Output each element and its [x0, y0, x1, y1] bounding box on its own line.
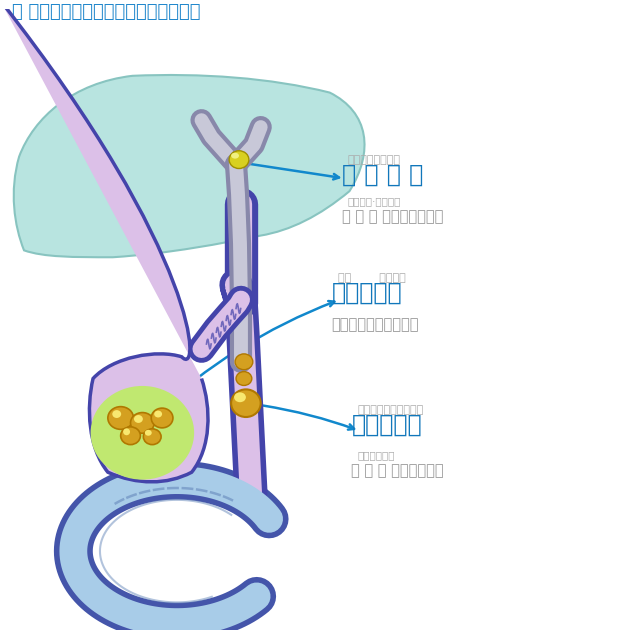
Text: 肝 内 胆 管にできる結石: 肝 内 胆 管にできる結石 [342, 209, 443, 224]
Ellipse shape [231, 152, 239, 159]
Ellipse shape [134, 415, 143, 423]
PathPatch shape [14, 75, 365, 257]
Ellipse shape [108, 406, 133, 429]
Ellipse shape [229, 151, 249, 168]
Text: 肝 内 結 石: 肝 内 結 石 [342, 163, 423, 186]
Ellipse shape [131, 413, 154, 433]
Ellipse shape [145, 430, 152, 436]
Ellipse shape [236, 372, 252, 386]
Ellipse shape [123, 428, 130, 435]
Ellipse shape [91, 386, 194, 479]
PathPatch shape [0, 354, 208, 630]
Text: そうたんかんけっせき: そうたんかんけっせき [357, 405, 423, 415]
Ellipse shape [151, 408, 173, 428]
Text: 胆のう結石: 胆のう結石 [332, 280, 402, 304]
Text: 胆のう内にできる胆石: 胆のう内にできる胆石 [332, 317, 419, 332]
Text: そうたんかん: そうたんかん [357, 450, 395, 461]
Ellipse shape [121, 427, 140, 445]
Text: たん        けっせき: たん けっせき [338, 273, 405, 283]
Text: 【 胆石〈胆のう結石〉のできる場所】: 【 胆石〈胆のう結石〉のできる場所】 [12, 3, 201, 21]
Ellipse shape [235, 354, 253, 370]
Ellipse shape [234, 392, 246, 402]
Ellipse shape [112, 410, 121, 418]
Ellipse shape [143, 429, 161, 445]
Text: かんない·たんかん: かんない·たんかん [347, 196, 401, 206]
Text: 総 胆 管 にできる結石: 総 胆 管 にできる結石 [352, 463, 444, 478]
Text: 総胆管結石: 総胆管結石 [352, 413, 422, 437]
Ellipse shape [231, 389, 260, 417]
Ellipse shape [154, 411, 162, 418]
Text: かんないけっせき: かんないけっせき [347, 154, 401, 164]
